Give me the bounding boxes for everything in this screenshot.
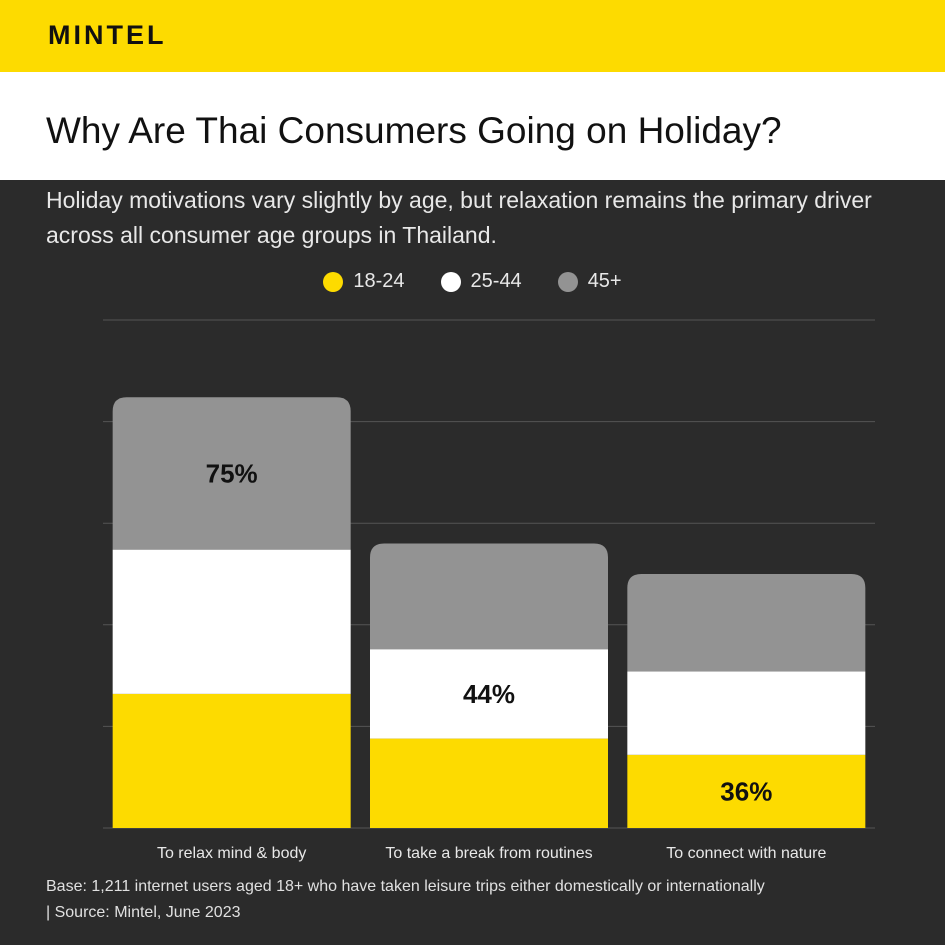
footnote: Base: 1,211 internet users aged 18+ who … [46,878,765,921]
bar-segment-25-44 [112,549,351,694]
x-tick-label: To relax mind & body [157,845,306,862]
subtitle: Holiday motivations vary slightly by age… [46,187,872,248]
legend-label: 18-24 [353,270,405,292]
mintel-logo: MINTEL [48,20,167,50]
legend-swatch [557,271,578,292]
legend-swatch [440,271,461,292]
bar-segment-18-24 [370,738,608,828]
legend-swatch [323,271,344,292]
x-tick-label: To take a break from routines [385,845,592,862]
bar-segment-25-44 [627,671,866,755]
legend-label: 45+ [587,270,622,292]
data-label: 44% [463,679,515,709]
brand-bar [0,0,945,72]
legend-label: 25-44 [470,270,522,292]
data-label: 75% [206,458,258,488]
bar-segment-25-44 [370,649,608,739]
bar-segment-18-24 [112,693,351,828]
legend-item-25-44: 25-44 [440,270,522,293]
bar-segment-18-24 [627,754,866,828]
bar-segment-45+ [112,397,351,550]
chart-legend: 18-24 25-44 45+ [0,270,945,293]
page-title: Why Are Thai Consumers Going on Holiday? [46,110,782,151]
x-tick-label: To connect with nature [666,845,826,862]
data-label: 36% [720,776,772,806]
title-band [0,72,945,180]
bar-segment-45+ [370,543,608,650]
legend-item-45-plus: 45+ [557,270,622,293]
legend-item-18-24: 18-24 [323,270,405,293]
bar-segment-45+ [627,574,866,672]
